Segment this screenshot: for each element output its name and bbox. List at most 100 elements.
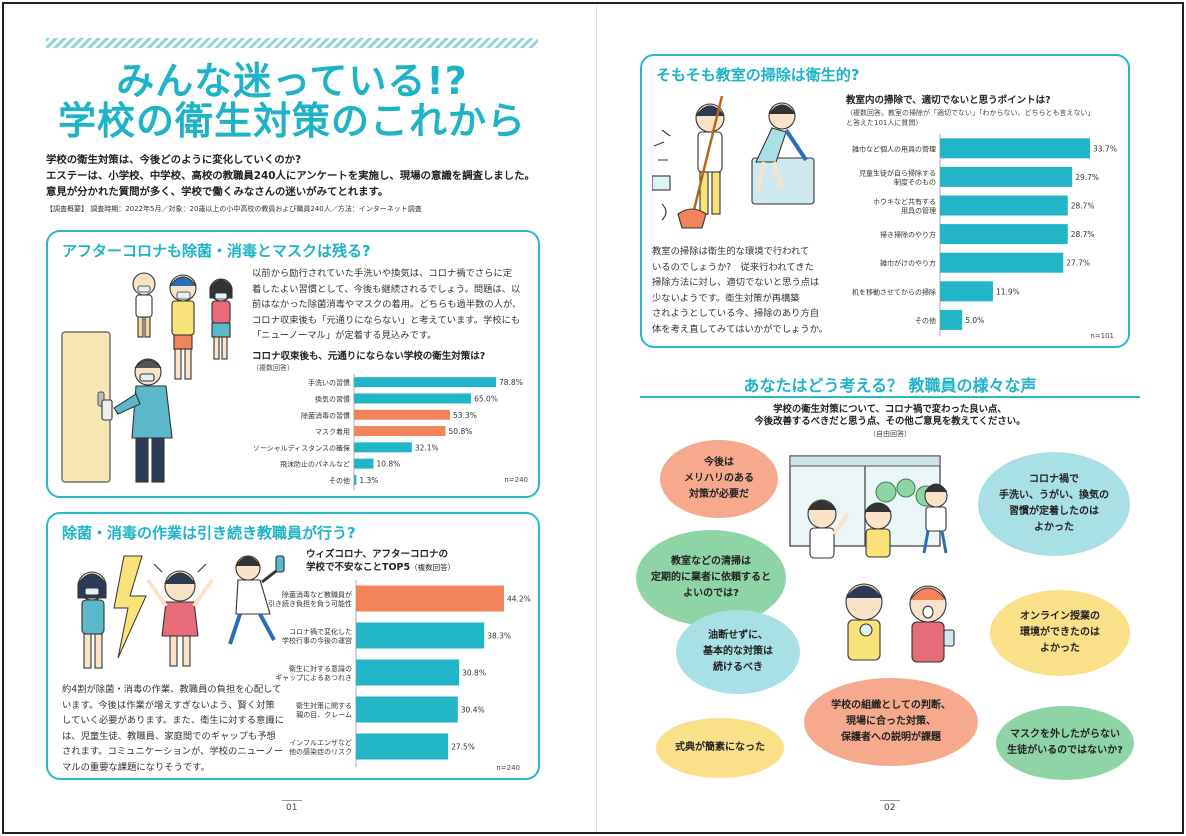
intro-text: 学校の衛生対策は、今後どのように変化していくのか? エステーは、小学校、中学校、… — [46, 152, 556, 200]
chart-bar — [356, 696, 458, 723]
chart-bar — [354, 409, 451, 420]
chart-category-label: 除菌消毒など教職員が — [282, 590, 352, 599]
chart2-title: ウィズコロナ、アフターコロナの 学校で不安なことTOP5（複数回答） — [306, 548, 455, 574]
voice-bubble-line: 現場に合った対策、 — [845, 716, 936, 727]
chart-bar — [354, 458, 374, 469]
section2-body-line: していく必要があります。また、衛生に対する意識に — [62, 715, 284, 726]
section2-body-line: 約4割が除菌・消毒の作業、教職員の負担を心配して — [62, 684, 282, 695]
voice-bubble-text: コロナ禍で 手洗い、うがい、換気の 習慣が定着したのは よかった — [999, 472, 1109, 536]
chart-category-label: 机を移動させてからの掃除 — [852, 287, 936, 296]
chart-bar — [356, 733, 449, 760]
chart-bar — [940, 252, 1064, 273]
chart3-subtitle-line2: と答えた101人に質問） — [846, 119, 923, 127]
chart-value-label: 29.7% — [1075, 173, 1099, 182]
page-number-right: 02 — [884, 803, 896, 813]
chart-value-label: 30.4% — [461, 706, 485, 715]
worried-students-illustration — [77, 555, 285, 669]
chart-category-label: ホウキなど共有する — [873, 197, 936, 206]
chart3-title: 教室内の掃除で、適切でないと思うポイントは? — [846, 95, 1051, 106]
voice-bubble: コロナ禍で 手洗い、うがい、換気の 習慣が定着したのは よかった — [978, 452, 1130, 556]
page-title-line1: みんな迷っている!? — [116, 59, 468, 103]
chart-n-label: n=101 — [1090, 332, 1114, 340]
chart-category-label: 雑巾など個人の用具の管理 — [852, 144, 936, 153]
chart-category-label: 飛沫防止のパネルなど — [280, 460, 350, 469]
chart-category-label: 手洗いの習慣 — [308, 378, 350, 387]
chart-value-label: 65.0% — [474, 394, 498, 403]
voice-bubble-text: 油断せずに、 基本的な対策は 続けるべき — [703, 628, 773, 676]
chart-value-label: 27.5% — [451, 743, 475, 752]
chart-category-label: 換気の習慣 — [315, 394, 350, 403]
voice-bubble-text: 式典が簡素になった — [675, 740, 765, 756]
section1-body-line: 以前から励行されていた手洗いや換気は、コロナ禍でさらに定 — [252, 268, 513, 279]
voice-bubble-line: 生徒がいるのではないか? — [1007, 745, 1123, 756]
chart-bar — [940, 309, 963, 330]
voice-bubble-line: 定期的に業者に依頼すると — [651, 572, 771, 583]
voice-bubble-line: 教室などの清掃は — [671, 556, 751, 567]
chart-category-label: 他の感染症のリスク — [289, 747, 352, 756]
chart-category-label: 児童生徒が自ら掃除する — [859, 168, 936, 177]
voice-bubble-line: マスクを外したがらない — [1010, 729, 1120, 740]
chart-category-label: 雑巾がけのやり方 — [880, 259, 936, 268]
section3-body-line: 掃除方法に対し、適切でないと思う点は — [652, 277, 820, 288]
section3-body: 教室の掃除は衛生的な環境で行われて いるのでしょうか? 従来行われてきた 掃除方… — [652, 244, 830, 337]
chart-bar — [354, 377, 496, 388]
intro-line-2: エステーは、小学校、中学校、高校の教職員240人にアンケートを実施し、現場の意識… — [46, 170, 535, 182]
chart-category-label: コロナ禍で変化した — [289, 627, 352, 636]
chart-bar — [356, 622, 485, 649]
voice-bubble-text: マスクを外したがらない 生徒がいるのではないか? — [1007, 727, 1123, 759]
chart-category-label: 衛生対策に関する — [296, 701, 352, 710]
chart-category-label: 学校行事の今後の運営 — [282, 636, 352, 645]
section1-box — [46, 230, 540, 498]
voice-bubble-line: 続けるべき — [713, 662, 763, 673]
voice-bubble-text: 教室などの清掃は 定期的に業者に依頼すると よいのでは? — [651, 554, 771, 602]
chart-bar — [940, 166, 1073, 187]
voice-bubble: 教室などの清掃は 定期的に業者に依頼すると よいのでは? — [636, 530, 786, 626]
section1-body-line: 前はなかった除菌消毒やマスクの着用。どちらも過半数の人が、 — [252, 299, 522, 310]
chart-category-label: 用具の管理 — [901, 206, 936, 215]
chart-category-label: ギャップによるあつれき — [275, 674, 352, 682]
section1-body-line: 「ニューノーマル」が定着する見込みです。 — [252, 330, 437, 341]
chart-value-label: 50.8% — [449, 427, 473, 436]
section3-body-line: されようとしている今、掃除のあり方自 — [652, 308, 820, 319]
chart-value-label: 11.9% — [996, 287, 1020, 296]
voice-bubble-line: 油断せずに、 — [708, 630, 768, 641]
chart-bar — [356, 659, 460, 686]
chart2-title-line2: 学校で不安なことTOP5（複数回答） — [306, 561, 455, 574]
chart-category-label: その他 — [329, 476, 350, 485]
page-title-line2: 学校の衛生対策のこれから — [57, 99, 526, 143]
page-number-rule — [880, 800, 900, 801]
title-stripe — [46, 38, 538, 48]
chart-category-label: 制度そのもの — [894, 177, 936, 186]
voice-bubble: マスクを外したがらない 生徒がいるのではないか? — [996, 706, 1134, 780]
section1-body: 以前から励行されていた手洗いや換気は、コロナ禍でさらに定 着したよい習慣として、… — [252, 266, 528, 344]
chart-bar — [354, 426, 446, 437]
students-hygiene-illustration — [61, 272, 233, 483]
chart-value-label: 30.8% — [462, 669, 486, 678]
voice-bubble: 今後は メリハリのある 対策が必要だ — [660, 440, 778, 518]
section2-body: 約4割が除菌・消毒の作業、教職員の負担を心配して います。今後は作業が増えすぎな… — [62, 682, 308, 775]
chart-category-label: インフルエンザなど — [289, 739, 352, 747]
chart-value-label: 33.7% — [1093, 144, 1117, 153]
chart2-title-line1: ウィズコロナ、アフターコロナの — [306, 549, 449, 560]
chart-value-label: 44.2% — [507, 595, 531, 604]
page-number-left: 01 — [286, 803, 298, 813]
chart-value-label: 5.0% — [965, 316, 984, 325]
chart3-subtitle-line1: （複数回答。教室の掃除が「適切でない」「わからない、どちらとも言えない」 — [846, 109, 1095, 117]
chart3-subtitle: （複数回答。教室の掃除が「適切でない」「わからない、どちらとも言えない」 と答え… — [846, 108, 1095, 128]
chart-category-label: 掃き掃除のやり方 — [880, 230, 936, 239]
chart-value-label: 53.3% — [453, 411, 477, 420]
section2-body-line: されます。コミュニケーションが、学校のニューノー — [62, 746, 284, 757]
voices-question-line2: 今後改善するべきだと思う点、その他ご意見を教えてください。 — [754, 416, 1026, 427]
voice-bubble-line: よかった — [1034, 522, 1074, 533]
voice-bubble: 学校の組織としての判断、 現場に合った対策、 保護者への説明が課題 — [804, 678, 978, 766]
voice-bubble-line: オンライン授業の — [1020, 611, 1100, 622]
voice-bubble: 式典が簡素になった — [656, 718, 784, 778]
section2-body-line: は、児童生徒、教職員、家庭間でのギャップも予想 — [62, 730, 276, 742]
chart2-title-text: 学校で不安なことTOP5 — [306, 562, 411, 573]
chart-value-label: 27.7% — [1066, 259, 1090, 268]
voice-bubble-line: 対策が必要だ — [689, 489, 749, 500]
section3-body-line: いるのでしょうか? 従来行われてきた — [652, 261, 814, 273]
survey-note: 【調査概要】 調査時期：2022年5月／対象：20歳以上の小中高校の教員および職… — [46, 205, 422, 213]
chart-n-label: n=240 — [496, 764, 520, 772]
voice-bubble-line: よかった — [1040, 643, 1080, 654]
